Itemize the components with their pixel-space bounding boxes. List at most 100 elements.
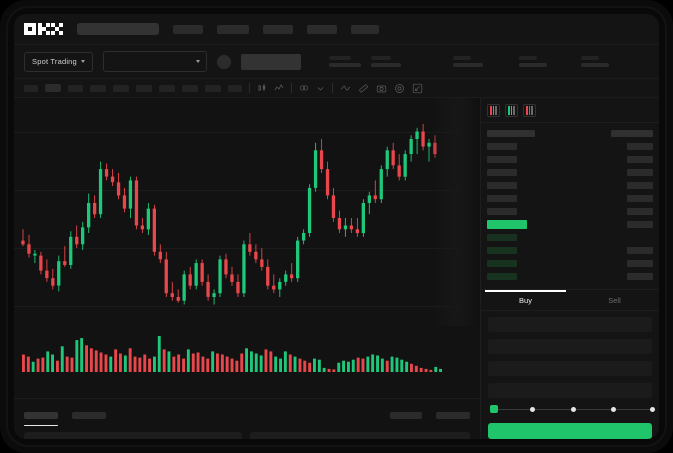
depth-asks-icon[interactable] [523,104,536,117]
footer-strips [14,432,480,439]
last-price-display [240,53,301,70]
orderbook-last-price [487,220,653,229]
orderbook-header [487,129,653,138]
chart-toolbar [14,78,659,98]
orderbook-ask-row[interactable] [487,155,653,164]
trading-mode-selector[interactable]: Spot Trading [24,51,93,72]
orderbook-ask-row[interactable] [487,181,653,190]
candlestick-series [21,124,437,305]
volume-chart [14,326,480,398]
market-stat-5 [580,56,609,67]
submit-buy-button[interactable] [488,423,652,439]
indicator-icon[interactable] [274,83,284,93]
nav-item-4[interactable] [307,24,337,34]
slider-stop-50[interactable] [571,406,576,412]
fullscreen-icon[interactable] [412,83,423,94]
nav-item-3[interactable] [263,24,293,34]
camera-icon[interactable] [376,83,387,94]
grid-line [14,306,480,307]
timeframe-8[interactable] [182,84,198,92]
timeframe-6[interactable] [136,84,152,92]
nav-item-2[interactable] [217,24,249,34]
orderbook-ask-row[interactable] [487,168,653,177]
tab-sell[interactable]: Sell [608,296,621,305]
nav-item-1[interactable] [173,24,203,34]
toolbar-divider [291,83,292,93]
dropdown-icon[interactable] [316,84,325,93]
order-form [481,311,659,439]
tab-buy[interactable]: Buy [481,290,570,310]
timeframe-1[interactable] [24,84,38,92]
compare-icon[interactable] [299,83,309,93]
market-stat-1 [328,56,361,67]
coin-avatar [216,54,231,69]
timeframe-10[interactable] [228,84,242,92]
total-field[interactable] [488,383,652,398]
slider-handle[interactable] [490,405,498,413]
logo-letter-k [37,23,50,35]
active-tab-underline [24,424,58,426]
market-stat-4 [518,56,547,67]
market-stat-2 [370,56,401,67]
tab-order-history[interactable] [72,412,106,419]
depth-both-icon[interactable] [487,104,500,117]
orderbook-bid-row[interactable] [487,259,653,268]
chevron-down-icon [80,60,85,63]
bottom-action-2[interactable] [436,412,470,419]
amount-field[interactable] [488,361,652,376]
slider-stop-25[interactable] [530,406,535,412]
orderbook-list [481,123,659,285]
orderbook-view-toggles [481,98,659,123]
footer-strip-right[interactable] [250,432,470,439]
footer-strip-left[interactable] [24,432,242,439]
orderbook-bid-row[interactable] [487,233,653,242]
order-panel: Buy Sell [480,98,659,439]
grid-line [14,132,480,133]
settings-icon[interactable] [394,83,405,94]
market-sub-header: Spot Trading [14,44,659,78]
top-navigation-bar [14,14,659,44]
logo-letter-x [51,23,63,35]
orderbook-ask-row[interactable] [487,142,653,151]
price-chart[interactable] [14,98,480,326]
timeframe-2[interactable] [45,84,61,92]
line-chart-icon[interactable] [340,83,351,93]
app-screen: Spot Trading [14,14,659,439]
timeframe-9[interactable] [205,84,221,92]
toolbar-divider [332,83,333,93]
bottom-action-1[interactable] [390,412,422,419]
chart-panel [14,98,480,439]
timeframe-3[interactable] [68,84,83,92]
grid-line [14,190,480,191]
nav-item-5[interactable] [351,24,379,34]
depth-bids-icon[interactable] [505,104,518,117]
price-field[interactable] [488,339,652,354]
trading-mode-label: Spot Trading [32,57,77,66]
amount-slider[interactable] [490,404,655,414]
orders-tab-bar [14,398,480,432]
order-side-tabs: Buy Sell [481,289,659,311]
tab-open-orders[interactable] [24,412,58,426]
trading-pair-selector[interactable] [102,51,207,72]
search-input[interactable] [77,23,159,35]
slider-stop-100[interactable] [650,406,655,412]
toolbar-divider [249,83,250,93]
orderbook-bid-row[interactable] [487,272,653,281]
main-body: Buy Sell [14,98,659,439]
orderbook-ask-row[interactable] [487,194,653,203]
timeframe-5[interactable] [113,84,129,92]
timeframe-7[interactable] [159,84,175,92]
okx-logo[interactable] [24,23,63,35]
orderbook-bid-row[interactable] [487,246,653,255]
chevron-down-icon [195,60,200,63]
ruler-icon[interactable] [358,83,369,94]
orderbook-ask-row[interactable] [487,207,653,216]
candlestick-icon[interactable] [257,83,267,93]
order-type-field[interactable] [488,317,652,332]
slider-stop-75[interactable] [611,406,616,412]
timeframe-4[interactable] [90,84,106,92]
grid-line [14,248,480,249]
chart-right-fade [430,98,480,326]
volume-series [22,336,442,372]
